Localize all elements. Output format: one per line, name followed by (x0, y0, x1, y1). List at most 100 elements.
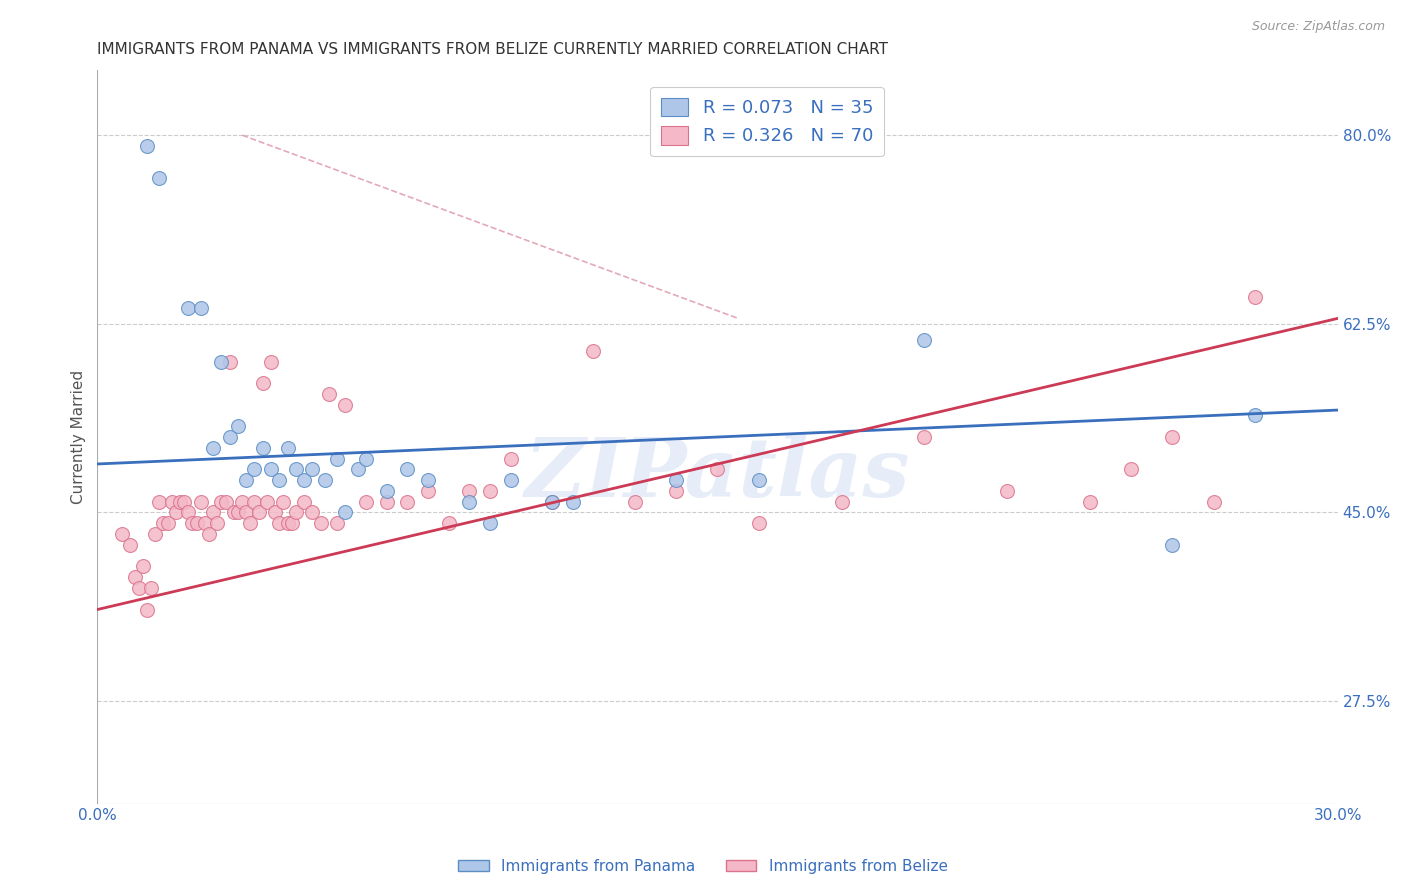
Point (458, 494, 481, 508)
Point (831, 494, 853, 508)
Point (190, 494, 212, 508)
Point (912, 430, 935, 444)
Point (120, 538, 142, 552)
Point (318, 387, 340, 401)
Point (260, 462, 283, 476)
Point (214, 494, 236, 508)
Point (1202, 494, 1225, 508)
Point (479, 483, 502, 498)
Point (273, 494, 295, 508)
Point (222, 506, 245, 520)
Point (247, 506, 270, 520)
Point (269, 516, 291, 531)
Point (284, 462, 307, 476)
Point (416, 483, 439, 498)
Point (375, 494, 398, 508)
Point (132, 559, 155, 574)
Point (1078, 494, 1101, 508)
Point (1161, 538, 1184, 552)
Point (177, 506, 200, 520)
Point (128, 581, 150, 595)
Point (269, 473, 291, 487)
Point (264, 506, 287, 520)
Point (190, 301, 212, 315)
Point (156, 516, 179, 531)
Point (160, 494, 183, 508)
Point (148, 494, 170, 508)
Point (239, 516, 262, 531)
Point (202, 506, 225, 520)
Point (173, 494, 195, 508)
Point (561, 494, 583, 508)
Point (235, 506, 257, 520)
Point (582, 343, 605, 358)
Point (706, 462, 728, 476)
Point (541, 494, 564, 508)
Point (416, 473, 439, 487)
Point (396, 462, 419, 476)
Point (226, 419, 249, 434)
Y-axis label: Currently Married: Currently Married (72, 370, 86, 504)
Point (346, 462, 368, 476)
Point (252, 376, 274, 390)
Point (136, 139, 159, 153)
Point (326, 516, 349, 531)
Point (209, 354, 232, 368)
Point (202, 441, 225, 455)
Point (499, 451, 522, 466)
Point (335, 506, 357, 520)
Point (252, 441, 274, 455)
Point (111, 527, 134, 541)
Point (335, 398, 357, 412)
Point (165, 506, 187, 520)
Point (375, 483, 398, 498)
Point (912, 333, 935, 347)
Text: ZIPatlas: ZIPatlas (524, 434, 910, 514)
Point (235, 473, 257, 487)
Point (143, 527, 166, 541)
Point (243, 494, 266, 508)
Point (995, 483, 1018, 498)
Point (541, 494, 564, 508)
Point (177, 301, 200, 315)
Point (1161, 430, 1184, 444)
Point (277, 441, 299, 455)
Point (209, 494, 232, 508)
Point (499, 473, 522, 487)
Point (1244, 290, 1267, 304)
Point (354, 494, 377, 508)
Point (148, 171, 170, 186)
Point (665, 473, 688, 487)
Point (314, 473, 336, 487)
Point (458, 483, 481, 498)
Point (396, 494, 419, 508)
Legend: R = 0.073   N = 35, R = 0.326   N = 70: R = 0.073 N = 35, R = 0.326 N = 70 (650, 87, 884, 156)
Point (218, 354, 240, 368)
Point (284, 506, 307, 520)
Point (207, 516, 229, 531)
Point (309, 516, 332, 531)
Point (218, 430, 240, 444)
Point (1244, 409, 1267, 423)
Point (169, 494, 191, 508)
Point (181, 516, 204, 531)
Point (243, 462, 266, 476)
Text: IMMIGRANTS FROM PANAMA VS IMMIGRANTS FROM BELIZE CURRENTLY MARRIED CORRELATION C: IMMIGRANTS FROM PANAMA VS IMMIGRANTS FRO… (97, 42, 889, 57)
Point (152, 516, 174, 531)
Point (186, 516, 208, 531)
Point (624, 494, 647, 508)
Point (437, 516, 460, 531)
Point (479, 516, 502, 531)
Point (226, 506, 249, 520)
Point (198, 527, 221, 541)
Point (748, 473, 770, 487)
Point (139, 581, 162, 595)
Point (256, 494, 278, 508)
Point (301, 462, 323, 476)
Point (280, 516, 302, 531)
Point (136, 602, 159, 616)
Point (277, 516, 299, 531)
Point (260, 354, 283, 368)
Point (301, 506, 323, 520)
Text: Source: ZipAtlas.com: Source: ZipAtlas.com (1251, 20, 1385, 33)
